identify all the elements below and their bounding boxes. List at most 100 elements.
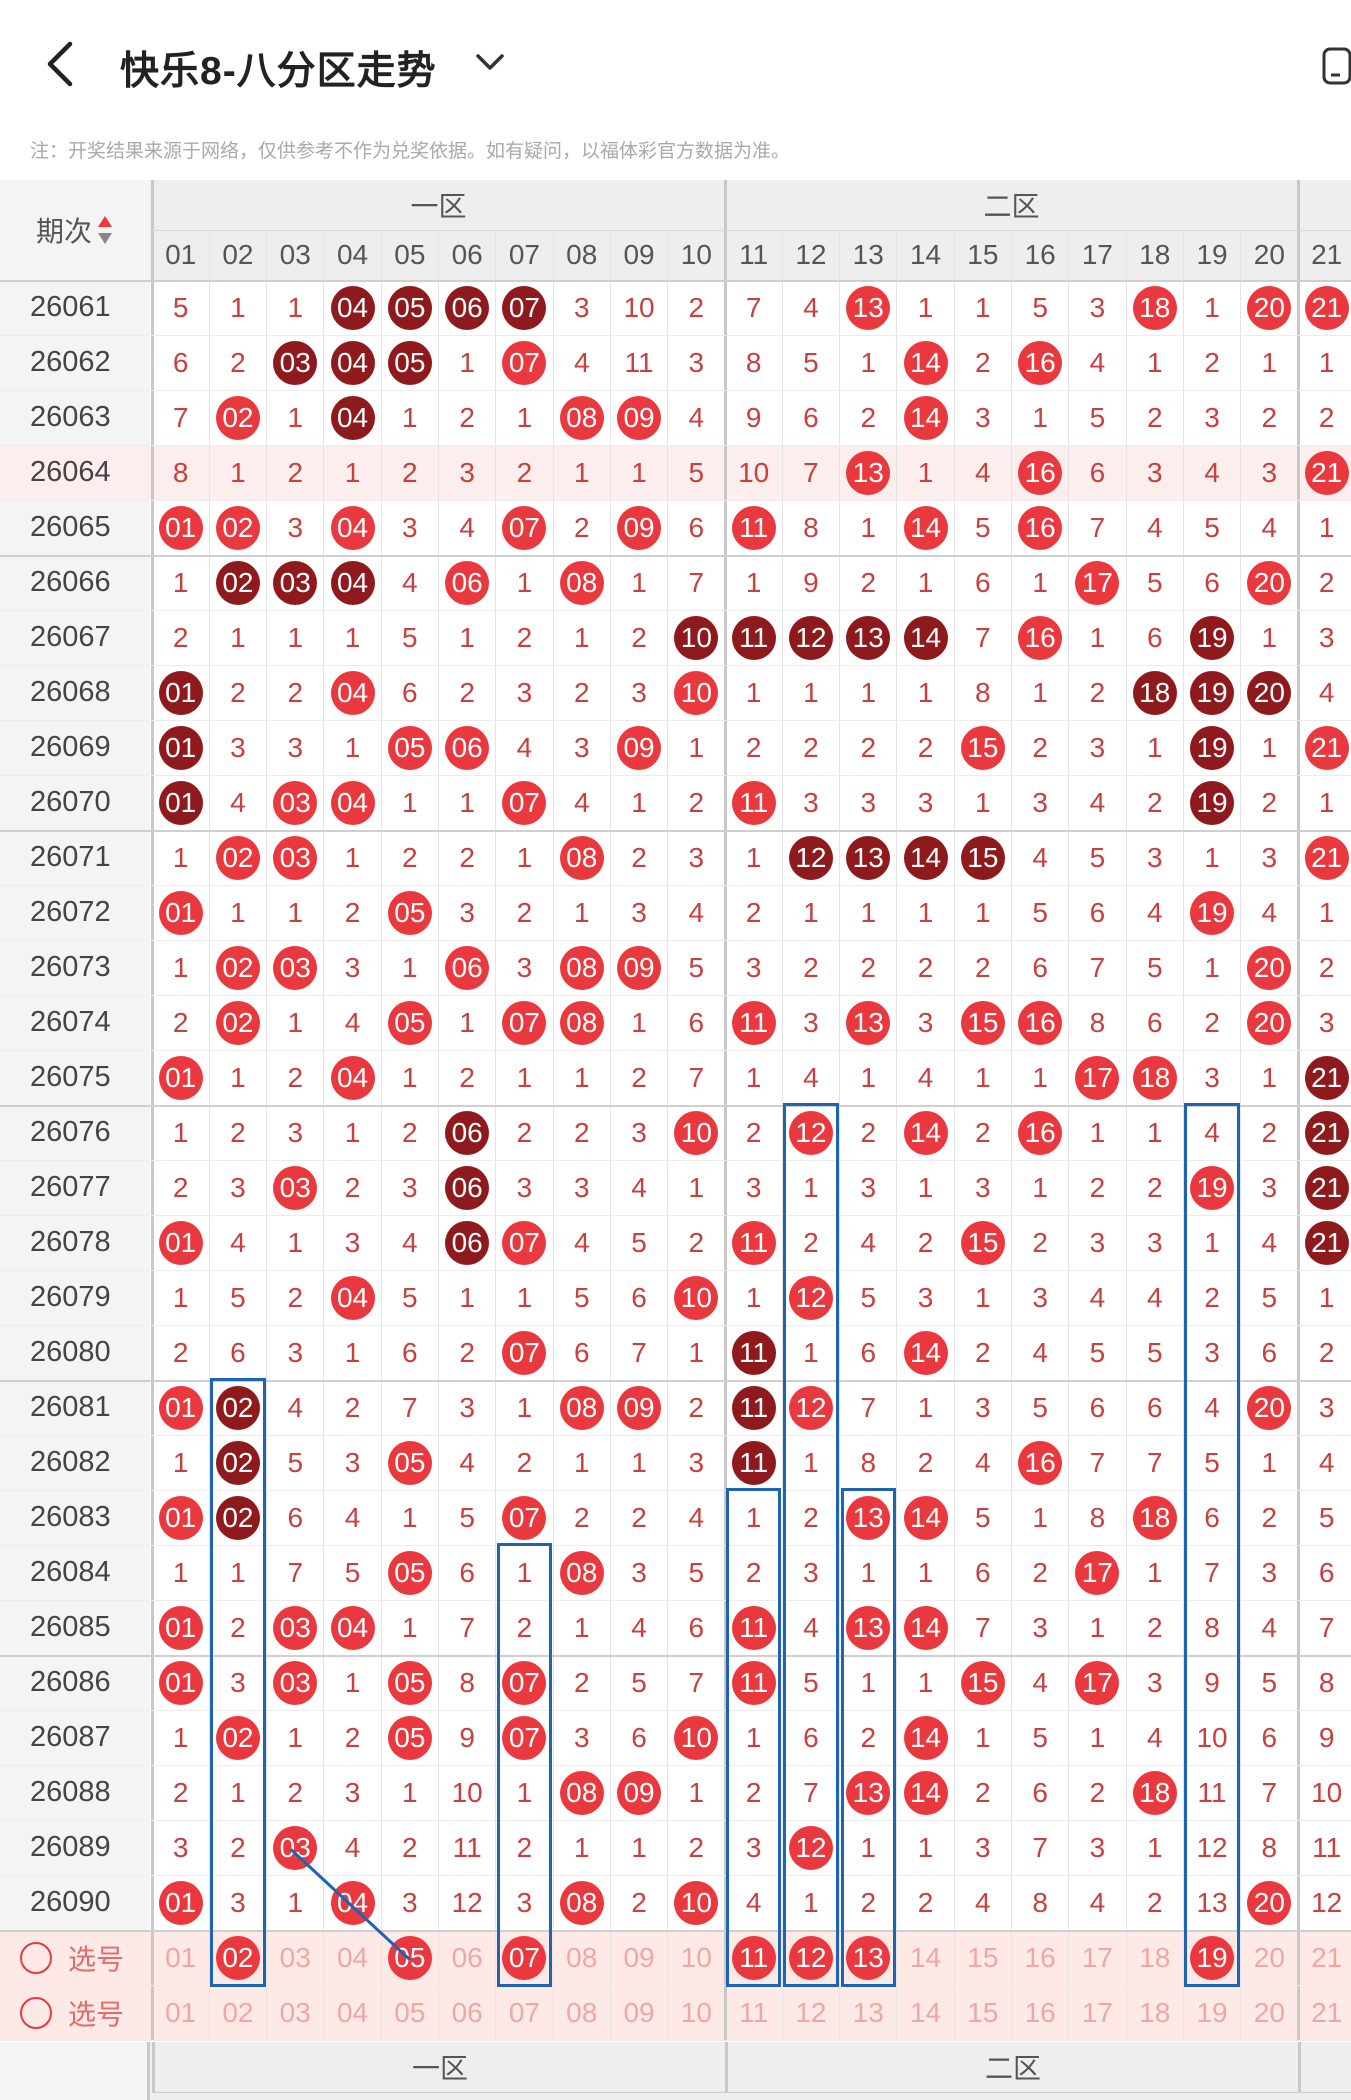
miss-count: 1 [402,951,418,983]
selectable-number[interactable]: 04 [336,1941,369,1973]
selectable-number[interactable]: 19 [1196,1996,1228,2028]
hit-ball: 03 [273,945,318,990]
miss-count: 8 [975,676,991,708]
miss-count: 5 [402,621,418,653]
picked-number-ball[interactable]: 07 [502,1935,547,1980]
miss-count: 1 [172,1281,189,1313]
hit-ball: 12 [788,615,833,660]
miss-count: 2 [745,1556,762,1588]
miss-count: 13 [1196,1886,1228,1918]
miss-count: 7 [1261,1776,1278,1808]
selectable-number[interactable]: 09 [623,1996,655,2028]
miss-count: 6 [402,676,418,708]
picked-number-ball[interactable]: 05 [387,1935,432,1980]
select-row-label[interactable]: 选号 [18,1985,150,2040]
selectable-number[interactable]: 01 [165,1941,197,1973]
selectable-number[interactable]: 14 [909,1996,942,2028]
selectable-number[interactable]: 13 [852,1996,884,2028]
selectable-number[interactable]: 03 [279,1996,311,2028]
row-divider [0,1104,1351,1107]
miss-count: 2 [860,566,877,598]
miss-count: 6 [1261,1721,1278,1753]
selectable-number[interactable]: 01 [165,1996,197,2028]
miss-count: 1 [287,1006,304,1038]
selectable-number[interactable]: 15 [967,1996,999,2028]
row-divider [0,1049,1351,1051]
hit-ball: 19 [1190,725,1235,770]
selectable-number[interactable]: 21 [1311,1996,1343,2028]
selectable-number[interactable]: 18 [1139,1996,1171,2028]
period-number: 26079 [30,1281,111,1313]
miss-count: 1 [1318,896,1335,928]
miss-count: 2 [573,1666,590,1698]
miss-count: 1 [917,1171,934,1203]
hit-ball: 04 [330,1055,375,1100]
select-row-label[interactable]: 选号 [18,1930,150,1985]
selectable-number[interactable]: 06 [451,1941,483,1973]
miss-count: 1 [975,786,991,818]
miss-count: 3 [975,401,991,433]
title-dropdown-button[interactable] [470,48,510,78]
selectable-number[interactable]: 20 [1253,1941,1285,1973]
column-number: 13 [852,239,884,270]
miss-count: 1 [975,1721,991,1753]
selectable-number[interactable]: 02 [222,1996,254,2028]
column-divider [495,230,497,2040]
hit-ball: 08 [559,835,604,880]
miss-count: 4 [1204,1391,1220,1423]
miss-count: 2 [573,676,590,708]
picked-number-ball[interactable]: 13 [846,1935,891,1980]
row-divider [0,774,1351,776]
back-button[interactable] [40,34,90,94]
selectable-number[interactable]: 06 [451,1996,483,2028]
miss-count: 1 [745,1281,762,1313]
period-header[interactable]: 期次 [0,180,150,280]
miss-count: 2 [803,1226,819,1258]
miss-count: 2 [631,621,647,653]
page-title[interactable]: 快乐8-八分区走势 [120,50,437,93]
picked-number-ball[interactable]: 19 [1190,1935,1235,1980]
miss-count: 4 [1261,1611,1278,1643]
miss-count: 4 [1089,786,1106,818]
picked-number-ball[interactable]: 11 [731,1935,776,1980]
miss-count: 3 [1032,786,1048,818]
period-number: 26069 [30,731,111,763]
picked-number-ball[interactable]: 02 [215,1935,260,1980]
selectable-number[interactable]: 07 [508,1996,541,2028]
selectable-number[interactable]: 09 [623,1941,655,1973]
selectable-number[interactable]: 04 [336,1996,369,2028]
miss-count: 5 [1089,841,1106,873]
miss-count: 1 [1204,1226,1220,1258]
hit-ball: 01 [158,505,203,550]
radio-circle-icon[interactable] [18,1995,54,2031]
selectable-number[interactable]: 21 [1311,1941,1343,1973]
selectable-number[interactable]: 15 [967,1941,999,1973]
hit-ball: 13 [846,1605,891,1650]
hit-ball: 02 [215,1385,260,1430]
miss-count: 6 [688,1006,705,1038]
selectable-number[interactable]: 03 [279,1941,311,1973]
miss-count: 3 [230,731,246,763]
selectable-number[interactable]: 20 [1253,1996,1285,2028]
selectable-number[interactable]: 18 [1139,1941,1171,1973]
selectable-number[interactable]: 16 [1024,1996,1056,2028]
selectable-number[interactable]: 17 [1081,1941,1114,1973]
miss-count: 4 [1261,1226,1278,1258]
selectable-number[interactable]: 17 [1081,1996,1114,2028]
radio-circle-icon[interactable] [18,1940,54,1976]
selectable-number[interactable]: 05 [394,1996,426,2028]
miss-count: 3 [631,676,647,708]
hit-ball: 21 [1304,1110,1349,1155]
selectable-number[interactable]: 14 [909,1941,942,1973]
miss-count: 3 [917,786,934,818]
miss-count: 7 [688,1666,705,1698]
picked-number-ball[interactable]: 12 [788,1935,833,1980]
selectable-number[interactable]: 11 [739,1996,769,2028]
selectable-number[interactable]: 16 [1024,1941,1056,1973]
selectable-number[interactable]: 10 [680,1996,712,2028]
selectable-number[interactable]: 08 [566,1996,598,2028]
device-button[interactable] [1318,46,1351,86]
selectable-number[interactable]: 12 [795,1996,827,2028]
selectable-number[interactable]: 10 [680,1941,712,1973]
selectable-number[interactable]: 08 [566,1941,598,1973]
